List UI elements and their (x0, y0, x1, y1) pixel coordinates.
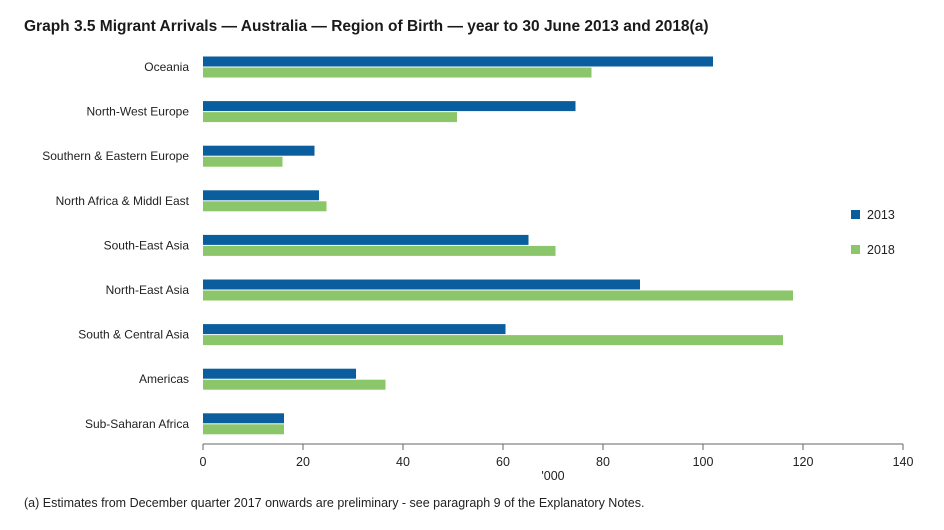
bar-2018 (203, 67, 592, 78)
legend-swatch-2013 (851, 210, 860, 219)
bar-2013 (203, 190, 319, 201)
x-tick-label: 40 (396, 455, 410, 469)
bar-2018 (203, 156, 283, 167)
bar-2018 (203, 424, 284, 435)
category-labels: Oceania North-West Europe Southern & Easte… (42, 60, 189, 431)
category-label: Americas (139, 372, 189, 386)
x-tick-label: 20 (296, 455, 310, 469)
category-label: North-East Asia (106, 283, 190, 297)
legend-label-2018: 2018 (867, 243, 895, 257)
bar-2018 (203, 112, 457, 123)
category-label: South & Central Asia (78, 328, 189, 342)
bar-2013 (203, 368, 356, 379)
footnote: (a) Estimates from December quarter 2017… (24, 496, 645, 510)
legend-label-2013: 2013 (867, 208, 895, 222)
bars-group (203, 56, 793, 435)
bar-2013 (203, 234, 529, 245)
chart-title: Graph 3.5 Migrant Arrivals — Australia —… (24, 18, 709, 35)
x-tick-label: 100 (693, 455, 714, 469)
bar-2018 (203, 335, 783, 346)
bar-2013 (203, 56, 713, 67)
x-tick-label: 80 (596, 455, 610, 469)
x-tick-label: 60 (496, 455, 510, 469)
bar-2013 (203, 324, 506, 335)
x-axis: 0 20 40 60 80 100 120 140 '000 (200, 443, 914, 483)
bar-2013 (203, 413, 284, 424)
x-axis-label: '000 (541, 469, 564, 483)
bar-2018 (203, 245, 556, 256)
x-tick-label: 140 (893, 455, 914, 469)
legend: 2013 2018 (851, 208, 895, 257)
category-label: Southern & Eastern Europe (42, 149, 189, 163)
bar-2018 (203, 290, 793, 301)
bar-2013 (203, 101, 576, 112)
legend-swatch-2018 (851, 245, 860, 254)
bar-2018 (203, 201, 327, 212)
category-label: South-East Asia (104, 238, 190, 252)
bar-2013 (203, 279, 640, 290)
x-tick-label: 120 (793, 455, 814, 469)
category-label: Oceania (144, 60, 189, 74)
bar-2018 (203, 379, 386, 390)
bar-chart: Oceania North-West Europe Southern & Easte… (42, 56, 914, 483)
category-label: Sub-Saharan Africa (85, 417, 189, 431)
bar-2013 (203, 145, 315, 156)
x-tick-label: 0 (200, 455, 207, 469)
category-label: North Africa & Middl East (56, 194, 190, 208)
category-label: North-West Europe (87, 105, 190, 119)
